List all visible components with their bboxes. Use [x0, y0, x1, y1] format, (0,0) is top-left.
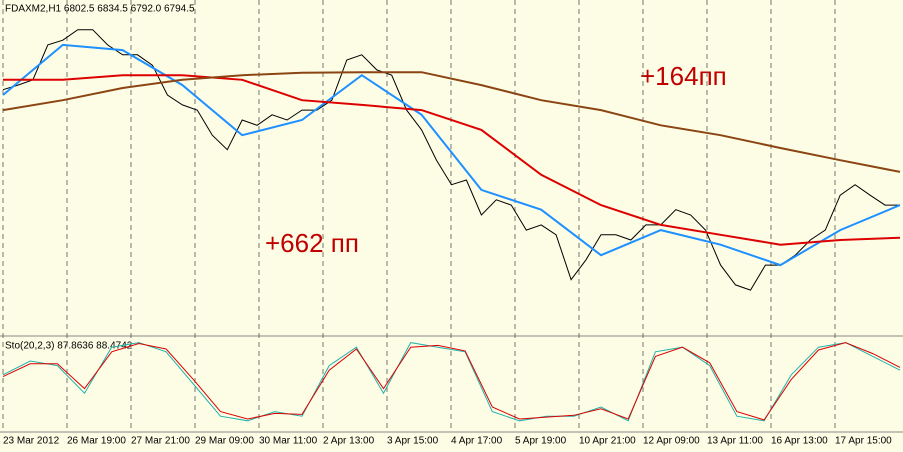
x-tick-label: 12 Apr 09:00	[643, 436, 700, 447]
x-tick-label: 16 Apr 13:00	[771, 436, 828, 447]
x-tick-label: 4 Apr 17:00	[451, 436, 503, 447]
annotation: +662 пп	[265, 228, 359, 258]
x-tick-label: 27 Mar 21:00	[131, 436, 190, 447]
series-line	[2, 29, 900, 291]
x-tick-label: 5 Apr 19:00	[515, 436, 567, 447]
x-tick-label: 23 Mar 2012	[3, 436, 60, 447]
annotation: +164пп	[640, 61, 727, 91]
series-line	[3, 74, 901, 246]
x-tick-label: 29 Mar 09:00	[195, 436, 254, 447]
series-line	[2, 342, 901, 421]
x-tick-label: 17 Apr 15:00	[835, 436, 892, 447]
x-tick-label: 10 Apr 21:00	[579, 436, 636, 447]
series-line	[2, 43, 901, 267]
x-tick-label: 13 Apr 11:00	[707, 436, 763, 447]
x-tick-label: 26 Mar 19:00	[67, 436, 126, 447]
x-tick-label: 2 Apr 13:00	[323, 436, 375, 447]
indicator-label: Sto(20,2,3) 87.8636 88.4742	[5, 341, 133, 352]
chart-title: FDAXM2,H1 6802.5 6834.5 6792.0 6794.5	[5, 4, 195, 15]
series-line	[2, 71, 901, 173]
x-tick-label: 3 Apr 15:00	[387, 436, 439, 447]
x-tick-label: 30 Mar 11:00	[259, 436, 318, 447]
series-line	[2, 342, 901, 422]
